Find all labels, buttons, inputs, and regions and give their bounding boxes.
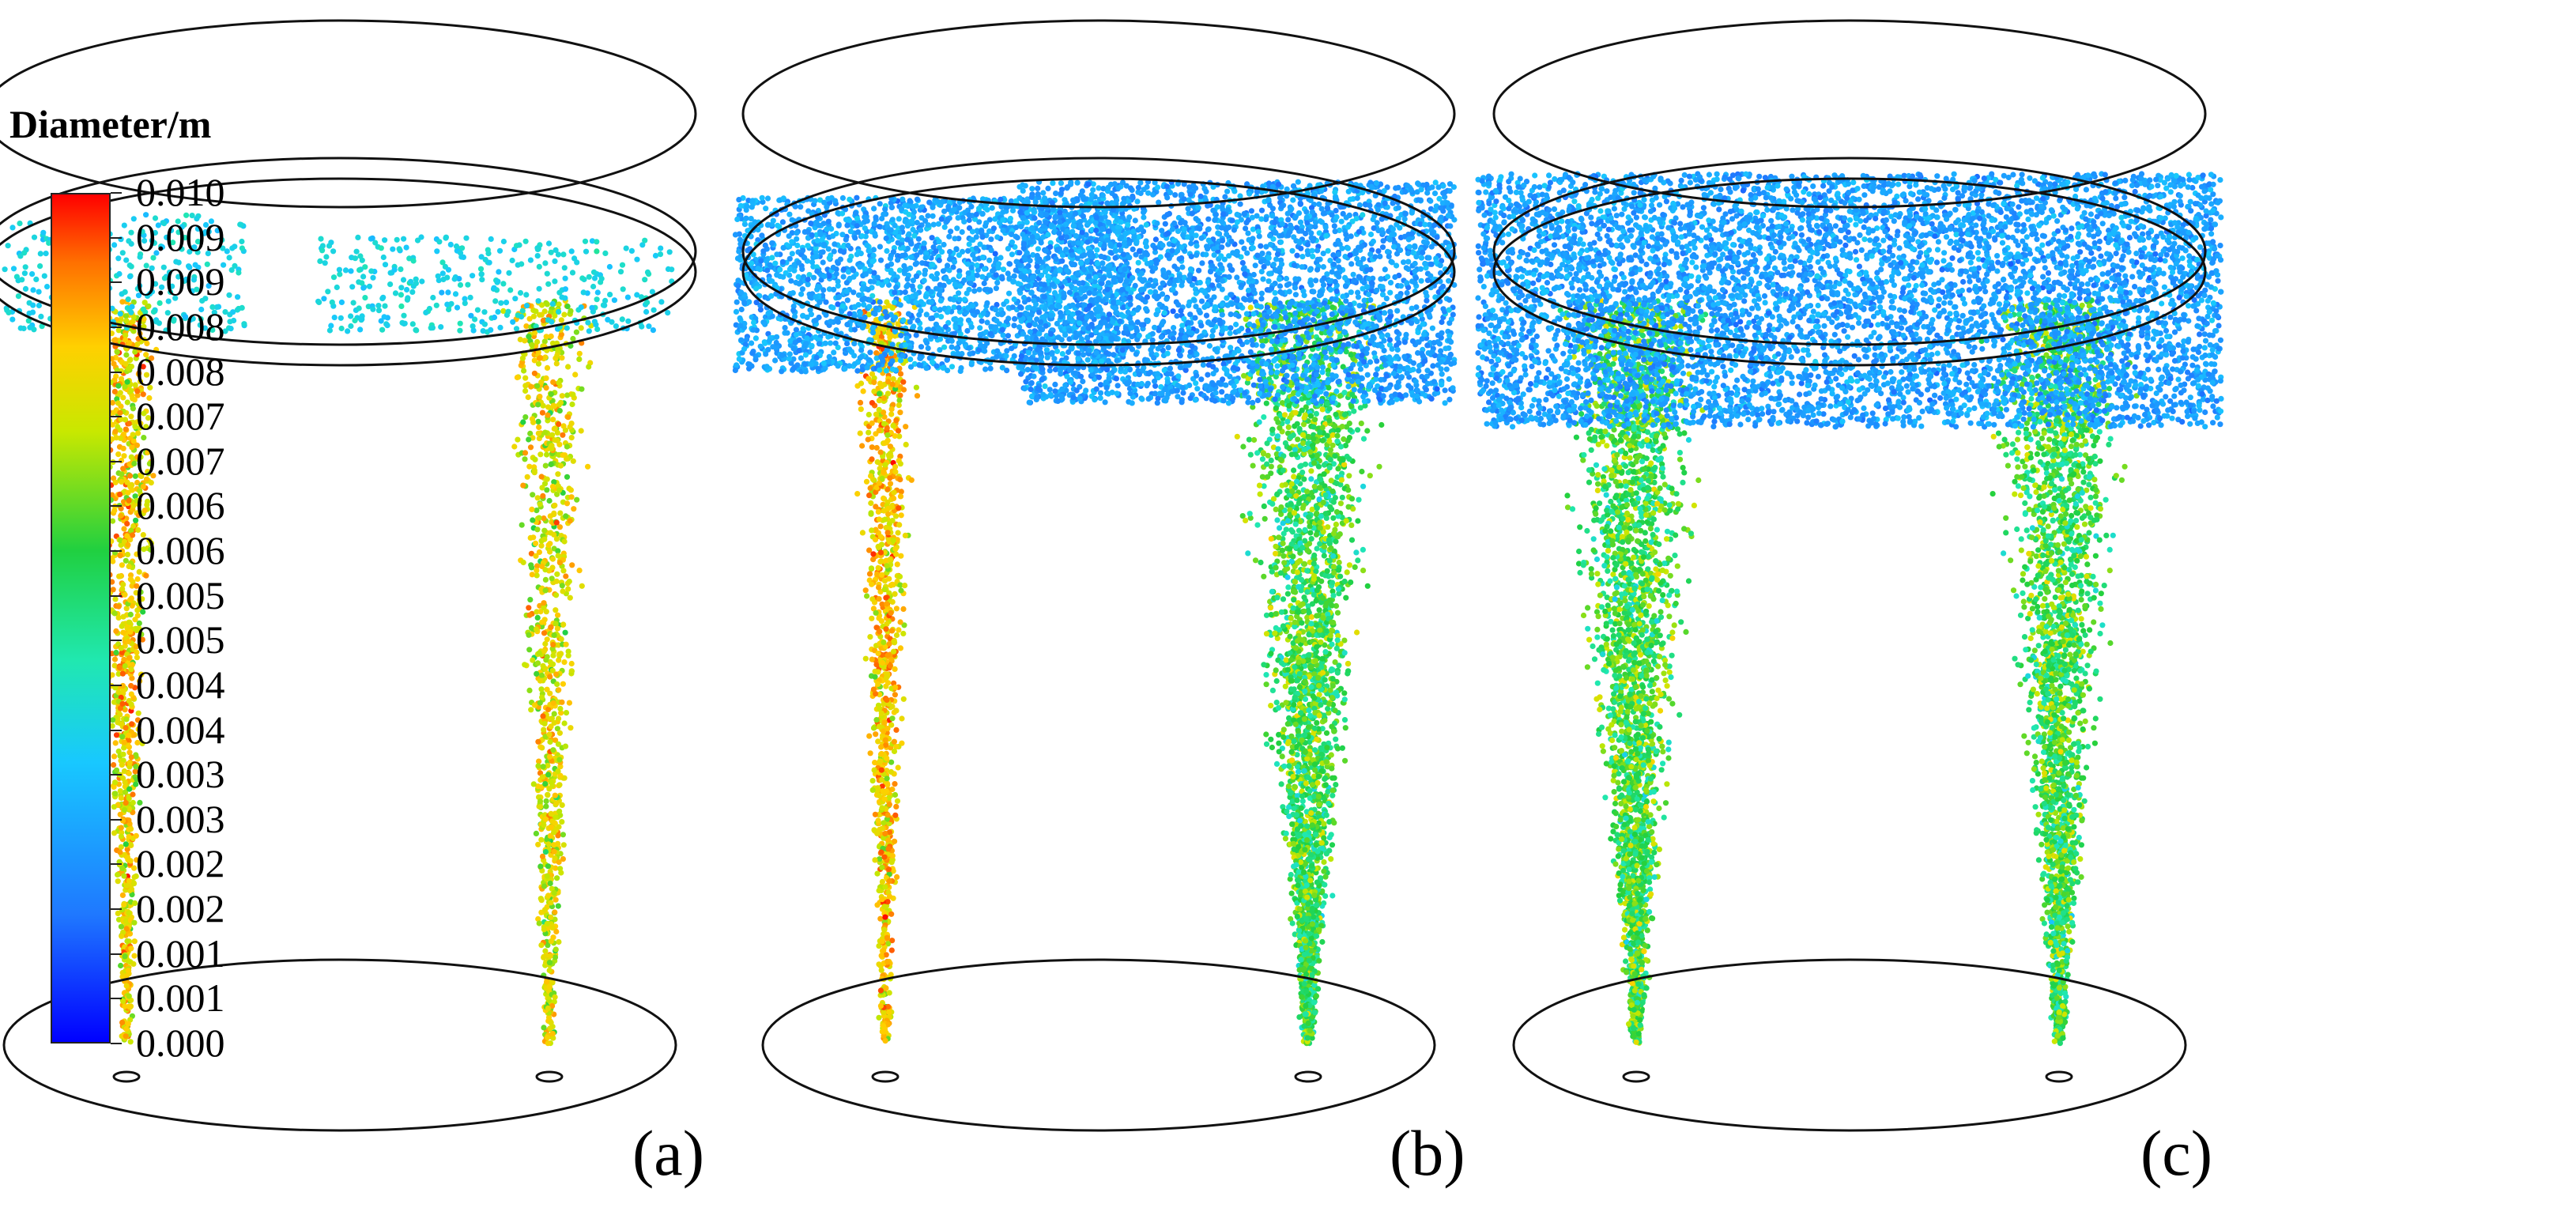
colorbar-tick-label: 0.009 xyxy=(136,259,225,304)
colorbar-tick-mark xyxy=(111,774,122,776)
liquid-surface-outline-lower xyxy=(0,177,697,367)
tank-panel-b xyxy=(732,19,1458,1132)
colorbar-tick-mark xyxy=(111,236,122,239)
colorbar-tick-mark xyxy=(111,505,122,508)
colorbar-tick-label: 0.006 xyxy=(136,482,225,528)
particle-cloud xyxy=(1475,171,2224,1047)
nozzle xyxy=(871,1070,900,1083)
colorbar-tick-mark xyxy=(111,684,122,686)
colorbar xyxy=(51,193,111,1044)
colorbar-tick-mark xyxy=(111,460,122,462)
colorbar-tick-mark xyxy=(111,594,122,597)
panel-label-a: (a) xyxy=(632,1116,704,1191)
colorbar-tick-mark xyxy=(111,416,122,418)
tank-bottom-outline xyxy=(761,958,1436,1132)
colorbar-tick-label: 0.001 xyxy=(136,975,225,1021)
tank-top-outline xyxy=(0,19,697,209)
panel-label-c: (c) xyxy=(2140,1116,2212,1191)
nozzle xyxy=(112,1070,141,1083)
colorbar-tick-label: 0.008 xyxy=(136,349,225,394)
nozzle xyxy=(535,1070,564,1083)
nozzle xyxy=(1294,1070,1322,1083)
colorbar-tick-label: 0.003 xyxy=(136,751,225,797)
colorbar-tick-mark xyxy=(111,640,122,642)
colorbar-tick-label: 0.009 xyxy=(136,214,225,260)
colorbar-tick-label: 0.005 xyxy=(136,572,225,618)
colorbar-tick-label: 0.007 xyxy=(136,438,225,484)
colorbar-tick-mark xyxy=(111,1043,122,1044)
liquid-surface-outline xyxy=(1492,157,2207,346)
tank-top-outline xyxy=(1492,19,2207,209)
colorbar-tick-mark xyxy=(111,550,122,553)
colorbar-tick-mark xyxy=(111,281,122,284)
liquid-surface-outline xyxy=(0,157,697,346)
colorbar-tick-label: 0.008 xyxy=(136,304,225,349)
colorbar-tick-label: 0.006 xyxy=(136,527,225,573)
particle-cloud xyxy=(732,179,1458,1047)
colorbar-tick-mark xyxy=(111,326,122,328)
colorbar-tick-label: 0.004 xyxy=(136,707,225,753)
colorbar-tick-label: 0.003 xyxy=(136,796,225,842)
colorbar-tick-mark xyxy=(111,998,122,1000)
colorbar-tick-mark xyxy=(111,192,122,194)
colorbar-tick-label: 0.005 xyxy=(136,617,225,662)
tank-panel-c xyxy=(1475,19,2224,1132)
colorbar-tick-mark xyxy=(111,953,122,955)
tank-bottom-outline xyxy=(1512,958,2187,1132)
tank-top-outline xyxy=(741,19,1456,209)
legend-title: Diameter/m xyxy=(9,101,211,147)
colorbar-tick-mark xyxy=(111,729,122,731)
colorbar-tick-label: 0.007 xyxy=(136,393,225,439)
liquid-surface-outline-lower xyxy=(1492,177,2207,367)
liquid-surface-outline-lower xyxy=(741,177,1456,367)
colorbar-tick-label: 0.004 xyxy=(136,662,225,708)
colorbar-tick-label: 0.002 xyxy=(136,840,225,886)
colorbar-tick-label: 0.001 xyxy=(136,930,225,976)
colorbar-tick-mark xyxy=(111,371,122,373)
colorbar-tick-label: 0.000 xyxy=(136,1020,225,1066)
nozzle xyxy=(2045,1070,2073,1083)
tank-bottom-outline xyxy=(2,958,677,1132)
colorbar-tick-label: 0.002 xyxy=(136,885,225,931)
colorbar-tick-mark xyxy=(111,863,122,866)
liquid-surface-outline xyxy=(741,157,1456,346)
panel-label-b: (b) xyxy=(1390,1116,1465,1191)
colorbar-tick-mark xyxy=(111,908,122,911)
nozzle xyxy=(1622,1070,1650,1083)
colorbar-tick-mark xyxy=(111,818,122,821)
colorbar-tick-label: 0.010 xyxy=(136,169,225,215)
